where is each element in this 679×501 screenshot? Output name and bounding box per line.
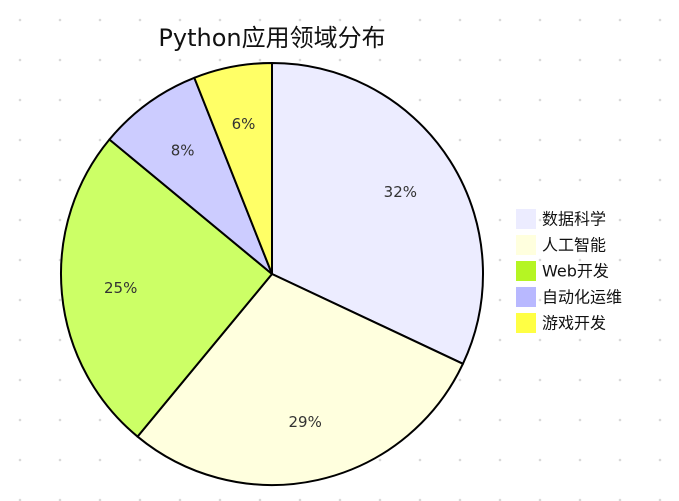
legend-swatch-4 (516, 313, 536, 333)
pie-slice-1 (136, 273, 464, 486)
legend-swatch-1 (516, 235, 536, 255)
legend-label-0: 数据科学 (542, 210, 606, 229)
pie-slice-labels: 32% 29% 25% 8% 6% (104, 115, 417, 431)
pie-slice-2 (60, 138, 273, 438)
pie-slice-label-0: 32% (384, 183, 417, 201)
pie-slice-3 (108, 76, 273, 275)
pie-slice-label-4: 6% (232, 115, 256, 133)
pie-slices (60, 62, 484, 486)
legend-swatch-3 (516, 287, 536, 307)
legend-label-4: 游戏开发 (542, 314, 606, 333)
legend-label-3: 自动化运维 (542, 288, 622, 307)
pie-slice-0 (271, 62, 484, 365)
legend-swatch-0 (516, 209, 536, 229)
chart-title: Python应用领域分布 (158, 24, 385, 52)
pie-slice-label-1: 29% (288, 413, 321, 431)
legend-swatch-2 (516, 261, 536, 281)
pie-slice-label-3: 8% (171, 142, 195, 160)
pie-slice-label-2: 25% (104, 279, 137, 297)
legend-label-2: Web开发 (542, 262, 609, 281)
legend-label-1: 人工智能 (542, 236, 606, 255)
pie-slice-4 (193, 62, 273, 275)
